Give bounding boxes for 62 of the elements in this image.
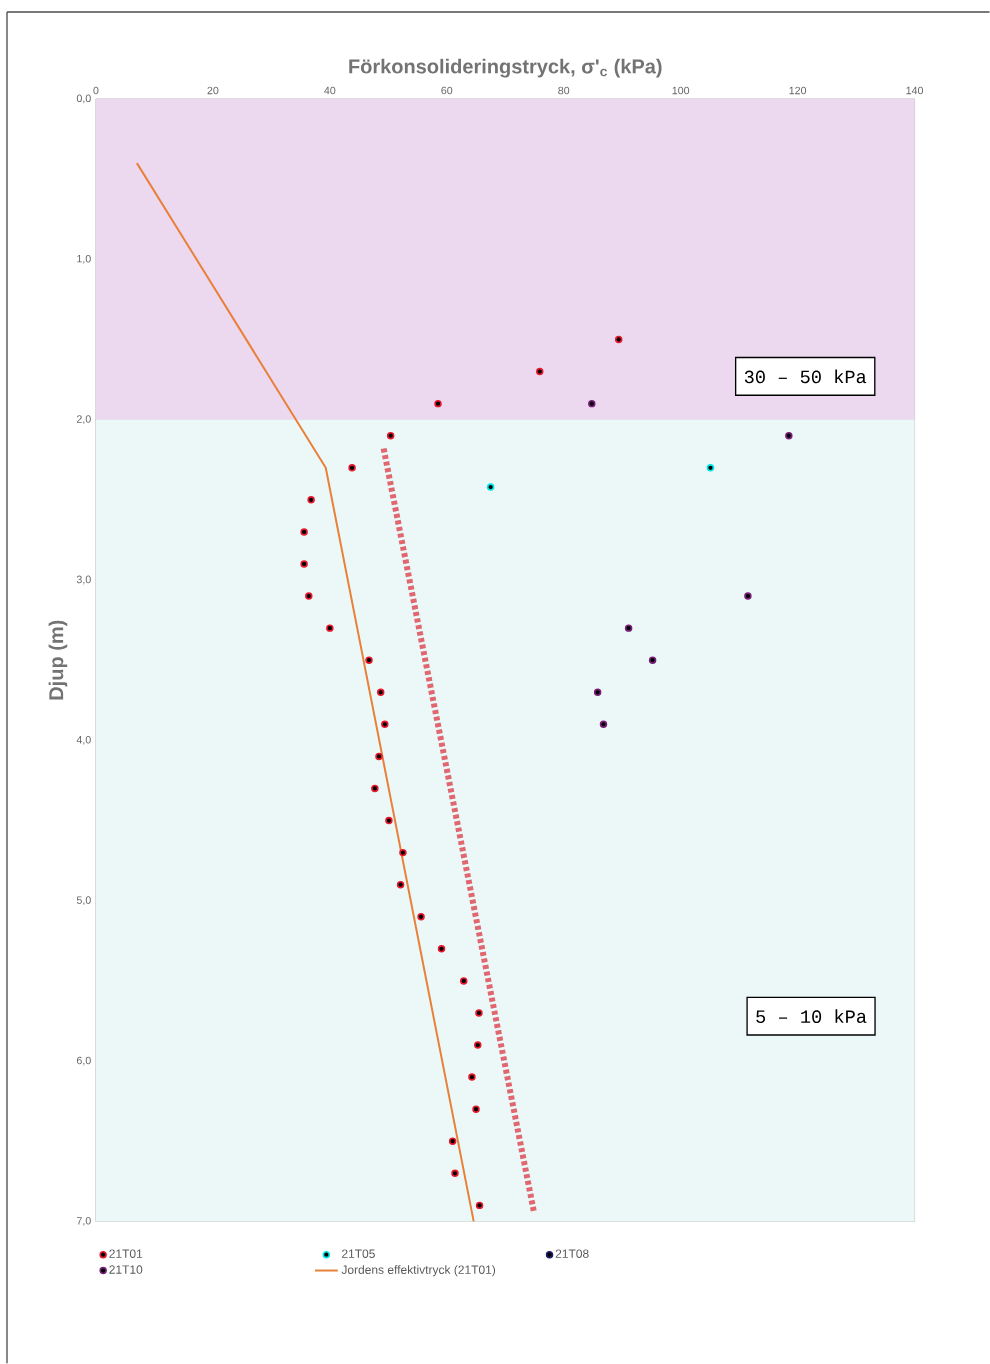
point [386, 431, 395, 440]
point [706, 464, 715, 472]
point [300, 560, 308, 568]
x-tick-label: 20 [207, 86, 219, 95]
point [648, 656, 657, 664]
x-tick-label: 0 [93, 86, 99, 95]
x-axis-title: Förkonsolideringstryck, σ'$_{c}$ (kPa) [349, 58, 662, 78]
point [399, 848, 407, 857]
y-tick-label: 6,0 [76, 1056, 91, 1066]
point [304, 592, 313, 600]
point [307, 496, 315, 504]
y-tick-label: 7,0 [76, 1217, 91, 1226]
point [486, 483, 495, 491]
point [624, 624, 633, 632]
y-tick-label: 3,0 [76, 575, 91, 585]
point [434, 399, 442, 408]
point [375, 752, 383, 761]
point [396, 880, 405, 889]
point [300, 528, 308, 536]
x-tick-label: 40 [324, 86, 336, 95]
point [472, 1105, 480, 1113]
x-tick-label: 100 [672, 86, 690, 95]
legend-label: 21T01 [109, 1249, 143, 1258]
x-tick-label: 60 [441, 86, 453, 95]
y-tick-label: 4,0 [76, 735, 91, 745]
point [448, 1137, 457, 1145]
point [348, 464, 356, 472]
annotation: 30 – 50 kPa [744, 369, 867, 384]
point [468, 1073, 476, 1081]
point [437, 945, 446, 953]
point [385, 816, 393, 825]
point [744, 592, 752, 600]
point [593, 688, 602, 696]
legend-label: 21T08 [555, 1249, 589, 1258]
legend-label: Jordens effektivtryck (21T01) [341, 1265, 495, 1277]
x-tick-label: 80 [558, 86, 570, 95]
y-tick-label: 1,0 [77, 254, 91, 264]
point [599, 720, 608, 729]
point [473, 1041, 482, 1049]
point [535, 367, 544, 376]
legend-label: 21T05 [341, 1249, 375, 1258]
legend-label: 21T10 [109, 1265, 143, 1274]
y-tick-label: 0,0 [76, 94, 91, 104]
point [371, 784, 379, 793]
point [459, 977, 468, 985]
point [417, 913, 425, 921]
point [785, 431, 793, 440]
point [381, 720, 389, 729]
point [376, 688, 385, 696]
y-tick-label: 5,0 [76, 896, 91, 906]
point [475, 1201, 484, 1210]
point [365, 656, 373, 664]
x-tick-label: 120 [789, 86, 807, 95]
annotation: 5 – 10 kPa [756, 1009, 867, 1024]
point [614, 335, 623, 344]
y-tick-label: 2,0 [76, 415, 91, 425]
point [475, 1009, 483, 1017]
point [326, 624, 334, 632]
y-axis-title: Djup (m) [48, 620, 68, 700]
x-tick-label: 140 [906, 86, 923, 95]
point [451, 1169, 459, 1178]
point [587, 399, 596, 408]
